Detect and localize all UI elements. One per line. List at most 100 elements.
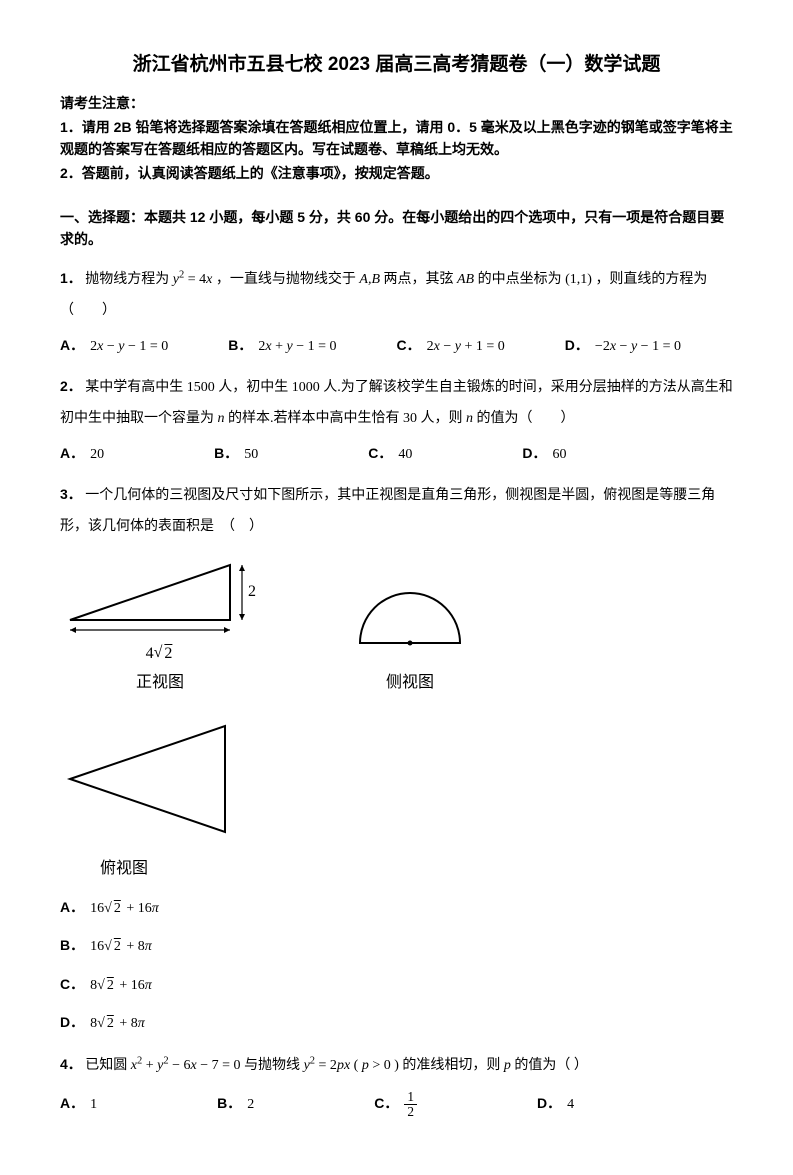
front-view-svg: 2 bbox=[60, 550, 260, 640]
question-3: 3． 一个几何体的三视图及尺寸如下图所示，其中正视图是直角三角形，侧视图是半圆，… bbox=[60, 479, 733, 543]
side-view-svg bbox=[350, 578, 470, 658]
question-2: 2． 某中学有高中生 1500 人，初中生 1000 人.为了解该校学生自主锻炼… bbox=[60, 371, 733, 435]
opt-label-b: B． bbox=[60, 937, 84, 953]
section-1-head: 一、选择题：本题共 12 小题，每小题 5 分，共 60 分。在每小题给出的四个… bbox=[60, 206, 733, 251]
q1-text-c: 两点，其弦 bbox=[384, 272, 458, 287]
q2-n2: 1000 bbox=[292, 380, 320, 395]
q4-eq2: y2 = 2px ( p > 0 ) bbox=[304, 1058, 399, 1073]
q4-b-val: 2 bbox=[247, 1097, 254, 1112]
figure-row-2: 俯视图 bbox=[60, 714, 733, 882]
q2-a-val: 20 bbox=[90, 447, 104, 462]
opt-label-a: A． bbox=[60, 1095, 84, 1111]
q1-opt-a: A． 2x − y − 1 = 0 bbox=[60, 334, 168, 358]
q3-opt-d: D． 8√2 + 8π bbox=[60, 1011, 733, 1035]
front-caption: 正视图 bbox=[60, 670, 260, 696]
q4-c-val: 12 bbox=[404, 1090, 417, 1119]
q2-te: 人，则 bbox=[421, 411, 463, 426]
q1-text-b: ，一直线与抛物线交于 bbox=[216, 272, 360, 287]
opt-label-c: C． bbox=[397, 337, 421, 353]
q2-tb: 人，初中生 bbox=[218, 380, 288, 395]
q4-tb: 与抛物线 bbox=[244, 1058, 304, 1073]
opt-label-b: B． bbox=[217, 1095, 241, 1111]
q2-opt-a: A． 20 bbox=[60, 442, 104, 466]
question-1: 1． 抛物线方程为 y2 = 4x ，一直线与抛物线交于 A,B 两点，其弦 A… bbox=[60, 263, 733, 327]
opt-label-d: D． bbox=[565, 337, 589, 353]
q4-opt-c: C． 12 bbox=[374, 1090, 417, 1119]
opt-label-a: A． bbox=[60, 337, 84, 353]
q1-options: A． 2x − y − 1 = 0 B． 2x + y − 1 = 0 C． 2x −… bbox=[60, 334, 733, 358]
q3-text: 一个几何体的三视图及尺寸如下图所示，其中正视图是直角三角形，侧视图是半圆，俯视图… bbox=[60, 488, 715, 534]
opt-label-a: A． bbox=[60, 899, 84, 915]
opt-label-b: B． bbox=[214, 445, 238, 461]
q2-d-val: 60 bbox=[553, 447, 567, 462]
q1-b-val: 2x + y − 1 = 0 bbox=[258, 339, 336, 354]
q4-a-val: 1 bbox=[90, 1097, 97, 1112]
figure-row-1: 2 4√2 正视图 侧视图 bbox=[60, 550, 733, 696]
front-h-label: 2 bbox=[248, 583, 256, 600]
notice-head: 请考生注意： bbox=[60, 92, 733, 114]
q1-opt-c: C． 2x − y + 1 = 0 bbox=[397, 334, 505, 358]
opt-label-c: C． bbox=[60, 976, 84, 992]
q4-eq1: x2 + y2 − 6x − 7 = 0 bbox=[131, 1058, 241, 1073]
opt-label-d: D． bbox=[60, 1014, 84, 1030]
q2-nv: n bbox=[218, 411, 225, 426]
q2-c-val: 40 bbox=[398, 447, 412, 462]
q3-c-val: 8√2 + 16π bbox=[90, 978, 152, 993]
q4-ta: 已知圆 bbox=[85, 1058, 131, 1073]
front-view-block: 2 4√2 正视图 bbox=[60, 550, 260, 696]
q1-opt-b: B． 2x + y − 1 = 0 bbox=[228, 334, 336, 358]
q1-ab2: AB bbox=[457, 272, 474, 287]
side-caption: 侧视图 bbox=[350, 670, 470, 696]
q2-tf: 的值为（ ） bbox=[477, 411, 575, 426]
page-title: 浙江省杭州市五县七校 2023 届高三高考猜题卷（一）数学试题 bbox=[60, 50, 733, 80]
q4-td: 的值为（ ） bbox=[514, 1058, 588, 1073]
q4-tc: 的准线相切，则 bbox=[402, 1058, 504, 1073]
q1-opt-d: D． −2x − y − 1 = 0 bbox=[565, 334, 681, 358]
opt-label-d: D． bbox=[522, 445, 546, 461]
q2-opt-c: C．40 bbox=[368, 442, 412, 466]
q1-text-a: 抛物线方程为 bbox=[85, 272, 173, 287]
q3-num: 3． bbox=[60, 486, 82, 502]
q1-num: 1． bbox=[60, 270, 82, 286]
q3-opt-c: C． 8√2 + 16π bbox=[60, 973, 733, 997]
top-caption: 俯视图 bbox=[100, 856, 733, 882]
q2-ta: 某中学有高中生 bbox=[85, 380, 183, 395]
q1-pt: (1,1) bbox=[565, 272, 592, 287]
q2-b-val: 50 bbox=[244, 447, 258, 462]
opt-label-c: C． bbox=[374, 1095, 398, 1111]
q4-p: p bbox=[504, 1058, 511, 1073]
notice-2: 2．答题前，认真阅读答题纸上的《注意事项》，按规定答题。 bbox=[60, 162, 733, 184]
q1-a-val: 2x − y − 1 = 0 bbox=[90, 339, 168, 354]
side-view-block: 侧视图 bbox=[350, 578, 470, 696]
q3-a-val: 16√2 + 16π bbox=[90, 901, 159, 916]
q3-opt-b: B． 16√2 + 8π bbox=[60, 934, 733, 958]
opt-label-d: D． bbox=[537, 1095, 561, 1111]
q2-opt-b: B． 50 bbox=[214, 442, 258, 466]
q1-eq1: y2 = 4x bbox=[173, 272, 213, 287]
q2-nv2: n bbox=[466, 411, 473, 426]
q4-opt-a: A． 1 bbox=[60, 1092, 97, 1116]
top-view-block: 俯视图 bbox=[60, 714, 733, 882]
q3-opt-a: A． 16√2 + 16π bbox=[60, 896, 733, 920]
q4-num: 4． bbox=[60, 1056, 82, 1072]
notice-1: 1．请用 2B 铅笔将选择题答案涂填在答题纸相应位置上，请用 0．5 毫米及以上… bbox=[60, 116, 733, 161]
opt-label-a: A． bbox=[60, 445, 84, 461]
q1-d-val: −2x − y − 1 = 0 bbox=[595, 339, 681, 354]
q2-num: 2． bbox=[60, 378, 82, 394]
q2-n3: 30 bbox=[403, 411, 417, 426]
top-view-svg bbox=[60, 714, 240, 844]
q4-opt-d: D． 4 bbox=[537, 1092, 574, 1116]
opt-label-b: B． bbox=[228, 337, 252, 353]
q4-opt-b: B． 2 bbox=[217, 1092, 254, 1116]
q3-options: A． 16√2 + 16π B． 16√2 + 8π C． 8√2 + 16π D． 8… bbox=[60, 896, 733, 1036]
q3-b-val: 16√2 + 8π bbox=[90, 939, 152, 954]
q1-ab: A,B bbox=[359, 272, 380, 287]
q4-d-val: 4 bbox=[567, 1097, 574, 1112]
q3-d-val: 8√2 + 8π bbox=[90, 1016, 145, 1031]
q2-n1: 1500 bbox=[187, 380, 215, 395]
front-base-label: 4√2 bbox=[60, 641, 260, 667]
question-4: 4． 已知圆 x2 + y2 − 6x − 7 = 0 与抛物线 y2 = 2p… bbox=[60, 1049, 733, 1082]
q1-c-val: 2x − y + 1 = 0 bbox=[427, 339, 505, 354]
q2-opt-d: D． 60 bbox=[522, 442, 566, 466]
q2-td: 的样本.若样本中高中生恰有 bbox=[228, 411, 400, 426]
